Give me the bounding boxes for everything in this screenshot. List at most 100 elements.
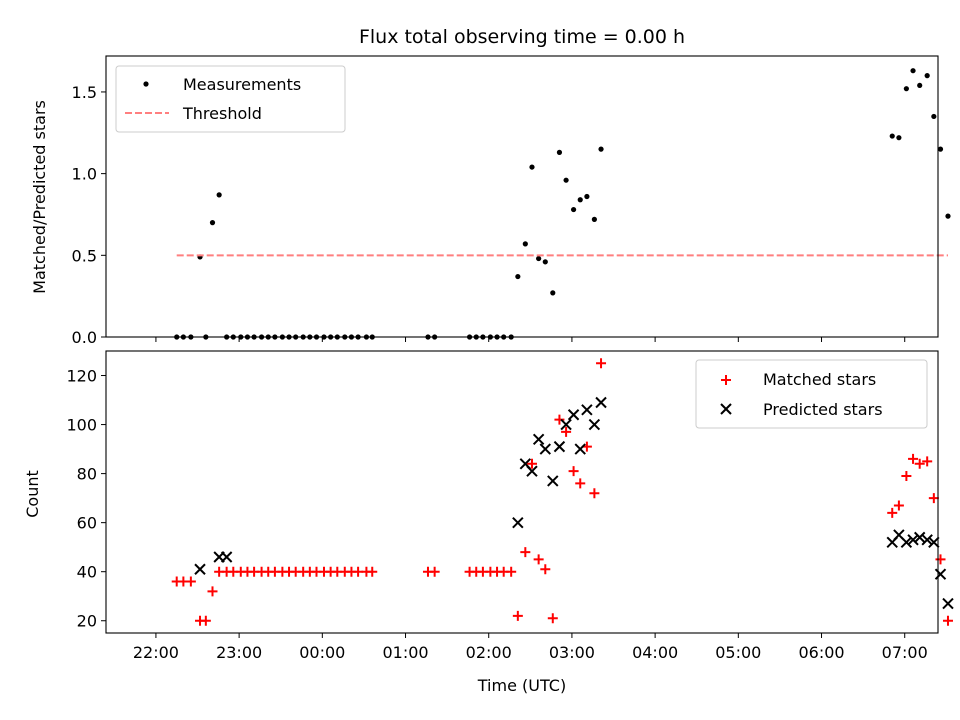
predicted-star-point [942,597,954,610]
matched-star-point [942,615,953,626]
measurement-point [563,177,569,183]
matched-star-point [561,426,572,437]
legend-measurements-marker [143,81,149,87]
predicted-star-point [553,440,566,453]
measurement-point [910,68,916,74]
measurement-point [529,164,535,170]
bottom-axes-frame [105,350,939,634]
matched-star-point [533,554,544,565]
bottom-y-tick-label: 60 [77,514,97,533]
measurement-point [598,146,604,152]
matched-star-point [893,500,904,511]
predicted-star-point [532,433,545,445]
matched-star-point [589,488,600,499]
top-axes-frame [105,55,939,338]
x-tick-label: 04:00 [632,643,678,662]
matched-star-point [554,414,565,425]
predicted-star-point [574,443,586,455]
predicted-star-point [913,531,926,544]
measurement-point [542,259,548,265]
legend-measurements-label: Measurements [183,75,301,94]
predicted-star-point [547,475,559,487]
predicted-star-point [928,536,940,548]
x-tick-label: 01:00 [382,643,428,662]
measurement-point [924,73,930,79]
measurement-point [515,273,521,280]
predicted-star-point [512,516,524,529]
measurement-point [550,290,556,296]
matched-star-point [200,615,211,626]
matched-star-point [506,566,517,577]
predicted-star-point [921,534,933,546]
legend-matched-marker [721,375,731,385]
measurement-point [584,193,590,200]
legend-matched-label: Matched stars [763,370,876,389]
measurement-point [591,216,597,222]
matched-star-point [568,466,579,477]
x-axis-label: Time (UTC) [477,676,566,695]
predicted-star-point [539,443,552,455]
top-y-tick-label: 1.0 [72,165,97,184]
top-y-tick-label: 0.5 [72,246,97,265]
measurement-point [570,206,577,213]
predicted-star-point [220,551,233,563]
measurement-point [896,135,902,141]
ratio-panel: Flux total observing time = 0.00 h Match… [30,26,951,347]
x-tick-label: 06:00 [798,643,844,662]
measurement-point [577,197,583,203]
predicted-star-point [581,404,593,416]
predicted-star-point [900,536,913,548]
matched-star-point [908,453,919,464]
matched-star-point [596,358,607,369]
predicted-star-point [567,409,580,421]
x-tick-label: 00:00 [299,643,345,662]
measurement-point [216,192,222,198]
predicted-star-point [934,568,947,580]
measurement-point [536,255,542,262]
measurement-point [945,213,951,219]
bottom-y-tick-label: 20 [77,612,97,631]
predicted-star-point [194,563,206,575]
predicted-star-point [907,534,919,546]
predicted-star-point [595,396,607,409]
matched-star-point [914,458,925,469]
legend-predicted-label: Predicted stars [763,400,883,419]
matched-star-point [367,566,378,577]
measurement-point [889,133,895,139]
x-tick-label: 03:00 [549,643,595,662]
measurement-point [556,149,563,155]
bottom-y-tick-label: 120 [66,367,97,386]
chart-title: Flux total observing time = 0.00 h [359,26,685,48]
top-legend-box [115,65,346,133]
matched-star-point [901,471,912,482]
bottom-y-tick-label: 100 [66,416,97,435]
measurement-point [903,86,909,92]
matched-star-point [928,493,939,504]
top-y-tick-label: 0.0 [72,328,97,347]
x-tick-label: 07:00 [882,643,928,662]
matched-star-point [185,576,196,587]
matched-star-point [575,478,586,489]
bottom-y-tick-label: 80 [77,465,97,484]
measurement-point [937,146,944,152]
matched-star-point [207,586,218,597]
matched-star-point [935,554,946,565]
matched-star-point [922,456,933,467]
matched-star-point [547,613,558,624]
bottom-legend-box [695,359,928,429]
measurement-point [522,241,528,247]
matched-star-point [540,564,551,575]
x-tick-label: 02:00 [466,643,512,662]
x-tick-label: 05:00 [715,643,761,662]
top-y-tick-label: 1.5 [72,83,97,102]
measurement-point [917,82,923,89]
legend-threshold-label: Threshold [182,104,262,123]
predicted-star-point [526,465,538,477]
matched-star-point [429,566,440,577]
predicted-star-point [588,418,601,431]
bottom-y-tick-label: 40 [77,563,97,582]
measurement-point [209,220,216,226]
top-legend: Measurements Threshold [115,65,346,133]
matched-star-point [887,507,898,518]
